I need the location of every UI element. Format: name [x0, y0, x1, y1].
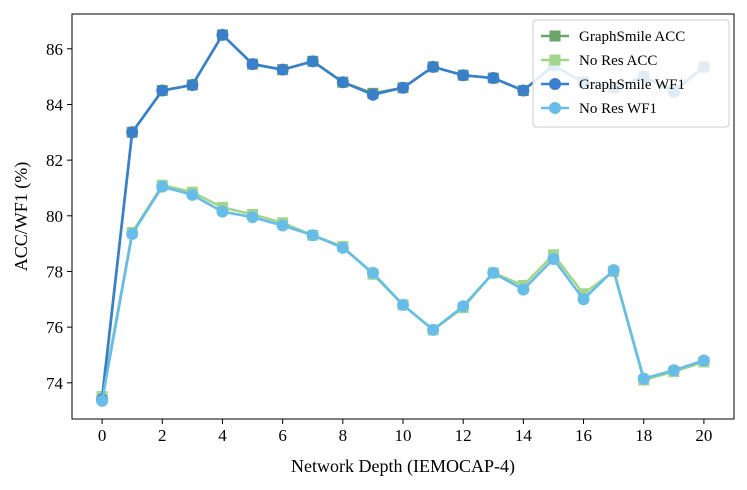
- data-point: [276, 219, 289, 232]
- x-tick-label: 12: [455, 426, 472, 445]
- data-point: [427, 60, 440, 73]
- data-point: [517, 84, 530, 97]
- series-line-no-res-acc: [100, 183, 705, 397]
- data-point: [156, 180, 169, 193]
- data-point: [96, 394, 109, 407]
- data-point: [186, 188, 199, 201]
- legend-box: [532, 19, 730, 128]
- y-tick-label: 86: [46, 40, 63, 59]
- x-tick-label: 8: [339, 426, 348, 445]
- data-point: [697, 354, 710, 367]
- y-axis: 74 76 78 80 82 84 86: [46, 40, 72, 393]
- legend-item-no-res-acc: No Res ACC: [541, 53, 657, 69]
- y-tick-label: 80: [46, 207, 63, 226]
- x-tick-label: 10: [395, 426, 412, 445]
- x-tick-label: 16: [575, 426, 592, 445]
- data-point: [637, 372, 650, 385]
- data-point: [366, 266, 379, 279]
- data-point: [306, 229, 319, 242]
- x-tick-label: 0: [98, 426, 107, 445]
- data-point: [547, 252, 560, 265]
- y-axis-label: ACC/WF1 (%): [11, 162, 32, 272]
- data-point: [607, 264, 620, 277]
- legend-marker: [549, 78, 561, 90]
- data-point: [186, 78, 199, 91]
- y-tick-label: 84: [46, 95, 64, 114]
- data-point: [276, 63, 289, 76]
- legend-label: GraphSmile WF1: [579, 77, 685, 93]
- data-point: [246, 211, 259, 224]
- legend-label: No Res ACC: [579, 53, 657, 69]
- legend-item-graphsmile-wf1: GraphSmile WF1: [541, 77, 685, 93]
- series-line-no-res-wf1: [100, 185, 705, 402]
- x-axis: 0 2 4 6 8 10 12 14 16 18 20: [98, 419, 712, 445]
- data-point: [667, 364, 680, 377]
- x-tick-label: 4: [218, 426, 227, 445]
- data-point: [577, 293, 590, 306]
- data-point: [336, 241, 349, 254]
- x-tick-label: 20: [695, 426, 712, 445]
- series-no-res-wf1: [96, 180, 710, 407]
- x-tick-label: 2: [158, 426, 167, 445]
- y-tick-label: 82: [46, 151, 63, 170]
- x-axis-label: Network Depth (IEMOCAP-4): [291, 456, 515, 477]
- data-point: [487, 266, 500, 279]
- legend-marker: [549, 102, 561, 114]
- data-point: [397, 81, 409, 94]
- data-point: [397, 298, 409, 311]
- data-point: [306, 55, 319, 68]
- data-point: [457, 69, 470, 82]
- legend-marker: [549, 54, 561, 66]
- data-point: [517, 283, 530, 296]
- y-tick-label: 76: [46, 318, 63, 337]
- y-tick-label: 78: [46, 262, 63, 281]
- data-point: [216, 28, 229, 41]
- data-point: [216, 205, 229, 218]
- data-point: [457, 300, 470, 313]
- x-tick-label: 18: [635, 426, 652, 445]
- x-tick-label: 14: [515, 426, 533, 445]
- data-point: [487, 72, 500, 85]
- legend-marker: [549, 30, 561, 42]
- x-tick-label: 6: [278, 426, 287, 445]
- legend-label: GraphSmile ACC: [579, 29, 685, 45]
- legend-item-graphsmile-acc: GraphSmile ACC: [541, 29, 685, 45]
- legend-item-no-res-wf1: No Res WF1: [541, 101, 657, 117]
- legend-label: No Res WF1: [579, 101, 657, 117]
- y-tick-label: 74: [46, 374, 64, 393]
- data-point: [156, 84, 169, 97]
- data-point: [336, 76, 349, 89]
- data-point: [366, 88, 379, 101]
- series-no-res-acc: [96, 179, 710, 403]
- data-point: [126, 227, 139, 240]
- data-point: [246, 58, 259, 71]
- data-point: [126, 126, 139, 139]
- series-layer: [96, 28, 710, 407]
- data-point: [427, 323, 440, 336]
- legend: GraphSmile ACC No Res ACC GraphSmile WF1 No…: [532, 19, 730, 128]
